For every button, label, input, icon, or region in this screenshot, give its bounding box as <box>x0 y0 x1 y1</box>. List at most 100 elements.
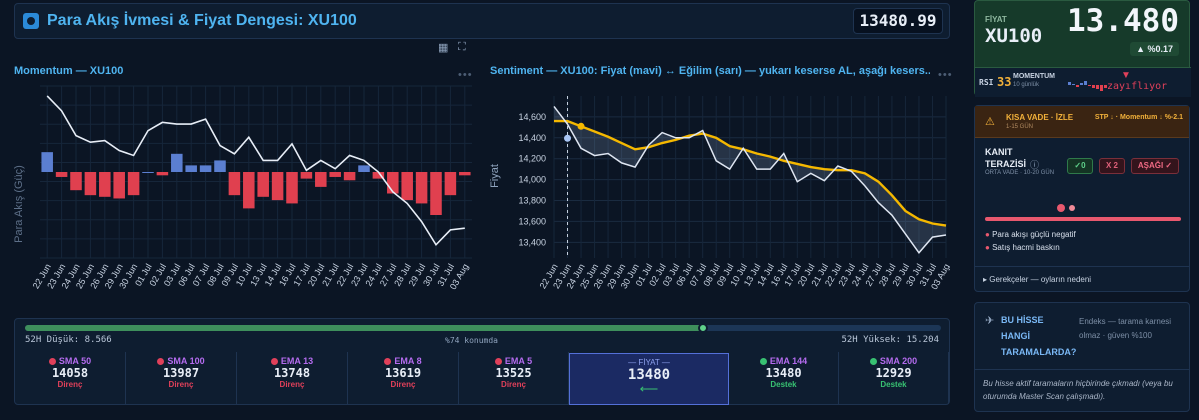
momentum-warning-icon: ▼ <box>1121 70 1131 81</box>
momentum-bar <box>70 172 82 191</box>
spark-bar <box>1072 84 1075 85</box>
level-cell: EMA 144 13480 Destek <box>729 352 839 404</box>
signal-summary: STP ↓ · Momentum ↓ %-2.1 <box>1094 114 1183 121</box>
levels-panel: 52H Düşük: 8.566 %74 konumda 52H Yüksek:… <box>14 318 950 405</box>
expand-icon[interactable]: ⛶ <box>458 41 466 53</box>
reason-item: ● Satış hacmi baskın <box>985 243 1060 252</box>
level-cell: SMA 100 13987 Direnç <box>126 352 237 404</box>
reject-badge[interactable]: X 2 <box>1099 158 1125 174</box>
momentum-bar <box>171 153 183 172</box>
spark-bar <box>1084 81 1087 85</box>
page-title-text: Para Akış İvmesi & Fiyat Dengesi: XU100 <box>47 12 357 29</box>
level-name: EMA 13 <box>237 356 347 366</box>
momentum-menu-icon[interactable]: ••• <box>458 69 473 81</box>
level-status: Destek <box>880 380 907 389</box>
price-cell-label: — FİYAT — <box>628 358 670 367</box>
level-cell: SMA 50 14058 Direnç <box>15 352 126 404</box>
momentum-label: MOMENTUM <box>1013 73 1055 80</box>
momentum-bar <box>199 165 212 172</box>
spark-bar <box>1068 82 1071 85</box>
scan-body: Bu hisse aktif taramaların hiçbirinde çı… <box>983 379 1173 401</box>
level-name: SMA 50 <box>15 356 125 366</box>
momentum-bar <box>300 172 313 179</box>
scale-dot-small <box>1069 205 1075 211</box>
sentiment-y-tick: 14,000 <box>518 175 546 185</box>
scan-title: BU HİSSE HANGİ TARAMALARDA? <box>1001 315 1077 357</box>
evidence-scale-title: KANIT TERAZİSİ <box>985 147 1027 169</box>
level-name: SMA 100 <box>126 356 236 366</box>
spark-bar <box>1100 85 1103 91</box>
momentum-bar <box>459 172 471 176</box>
quote-change: ▲ %0.17 <box>1130 42 1179 56</box>
level-value: 13987 <box>162 366 200 380</box>
sentiment-chart-title: Sentiment — XU100: Fiyat (mavi) ↔ Eğilim… <box>490 65 930 77</box>
price-marker <box>564 134 572 142</box>
level-cell: EMA 8 13619 Direnç <box>348 352 459 404</box>
momentum-bar <box>257 172 269 197</box>
quote-footer: RSI 33 MOMENTUM 10 günlük ▼ zayıflıyor <box>975 67 1191 97</box>
level-value: 13619 <box>384 366 422 380</box>
header-bar: Para Akış İvmesi & Fiyat Dengesi: XU100 … <box>14 3 950 39</box>
range-high: 52H Yüksek: 15.204 <box>841 335 939 345</box>
momentum-bar <box>286 172 298 204</box>
quote-price: 13.480 <box>1067 3 1179 39</box>
info-icon[interactable]: ⓘ <box>1030 160 1040 170</box>
evidence-scale-sub: ORTA VADE · 10-20 GÜN <box>985 170 1055 176</box>
down-verdict-badge[interactable]: AŞAĞI ✓ <box>1131 158 1179 174</box>
spark-bar <box>1104 85 1107 88</box>
level-name: SMA 200 <box>839 356 948 366</box>
reasons-toggle[interactable]: ▸ Gerekçeler — oyların nedeni <box>983 275 1092 284</box>
quote-card: FİYAT XU100 13.480 ▲ %0.17 RSI 33 MOMENT… <box>974 0 1191 97</box>
level-name: EMA 8 <box>348 356 458 366</box>
momentum-bar <box>271 172 284 201</box>
momentum-bar <box>343 172 356 181</box>
momentum-bar <box>55 172 68 177</box>
reason-list: ● Para akışı güçlü negatif ● Satış hacmi… <box>985 230 1076 252</box>
range-position: %74 konumda <box>445 336 498 345</box>
scan-card: ✈ BU HİSSE HANGİ TARAMALARDA? Endeks — t… <box>974 302 1190 412</box>
momentum-bar <box>315 172 327 187</box>
rsi-value: 33 <box>997 75 1012 89</box>
momentum-bar <box>243 172 255 209</box>
momentum-bar <box>444 172 457 196</box>
range-low: 52H Düşük: 8.566 <box>25 335 112 345</box>
level-name: EMA 5 <box>459 356 568 366</box>
price-line <box>553 105 947 254</box>
confirm-badge[interactable]: ✓0 <box>1067 158 1093 174</box>
spark-bar <box>1080 83 1083 85</box>
price-cell-value: 13480 <box>627 367 671 383</box>
price-arrow-icon: ⟵ <box>639 381 659 396</box>
trend-marker <box>577 122 585 130</box>
level-cell: EMA 13 13748 Direnç <box>237 352 348 404</box>
spark-bar <box>1092 85 1095 88</box>
momentum-bar <box>142 172 154 173</box>
sentiment-y-tick: 13,600 <box>518 216 546 226</box>
range-position-marker <box>697 323 708 333</box>
table-view-icon[interactable]: ▦ <box>438 42 449 54</box>
app-logo-icon <box>23 13 39 29</box>
level-cell: EMA 5 13525 Direnç <box>459 352 569 404</box>
signal-header: ⚠ KISA VADE · İZLE 1-15 GÜN STP ↓ · Mome… <box>975 106 1189 138</box>
spark-bar <box>1096 85 1099 89</box>
momentum-bar <box>372 172 385 179</box>
level-value: 13748 <box>273 366 311 380</box>
scan-note: Endeks — tarama karnesi olmaz · güven %1… <box>1079 317 1172 340</box>
quote-label: FİYAT <box>985 15 1007 24</box>
momentum-bar <box>228 172 241 196</box>
level-status: Direnç <box>279 380 305 389</box>
momentum-bar <box>387 172 399 194</box>
spark-bar <box>1088 85 1091 86</box>
spark-bar <box>1076 85 1079 87</box>
chevron-right-icon: ▸ <box>983 275 988 284</box>
momentum-sub: 10 günlük <box>1013 82 1040 88</box>
sentiment-chart: Fiyat 13,400 13,600 13,800 14,000 14,200 14,4… <box>489 96 950 291</box>
divider <box>975 369 1189 370</box>
level-status: Direnç <box>57 380 83 389</box>
momentum-bar <box>156 172 169 176</box>
momentum-sparkline <box>1068 81 1107 91</box>
divider <box>975 266 1189 267</box>
momentum-ylabel: Para Akış (Güç) <box>13 165 25 243</box>
momentum-bar <box>358 165 370 172</box>
sentiment-menu-icon[interactable]: ••• <box>938 69 953 81</box>
